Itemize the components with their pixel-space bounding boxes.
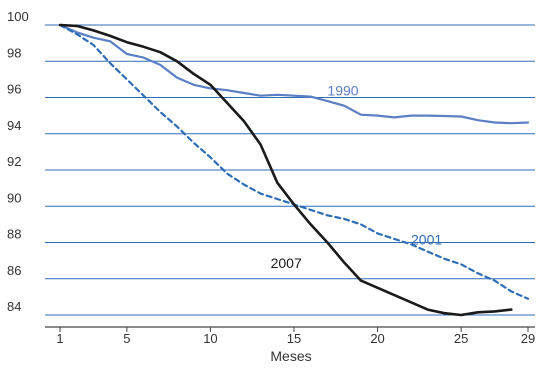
y-tick-labels: 84 86 88 90 92 94 96 98 100	[7, 9, 29, 314]
y-tick-label: 86	[7, 263, 21, 278]
y-tick-label: 94	[7, 118, 21, 133]
x-tick-label: 29	[521, 331, 535, 346]
x-tick-labels: 1 5 10 15 20 25 29	[56, 331, 535, 346]
series-label-2007: 2007	[271, 255, 302, 271]
series-lines	[58, 23, 530, 317]
y-tick-label: 100	[7, 9, 29, 24]
y-tick-label: 98	[7, 45, 21, 60]
series-label-1990: 1990	[327, 83, 358, 99]
series-line-1990	[58, 23, 530, 125]
gridlines	[45, 24, 535, 316]
series-labels: 1990 2001 2007	[271, 83, 443, 271]
x-tick-label: 1	[56, 331, 63, 346]
y-tick-label: 84	[7, 299, 21, 314]
y-tick-label: 90	[7, 190, 21, 205]
series-line-2007	[58, 23, 513, 317]
x-tick-label: 25	[454, 331, 468, 346]
y-tick-label: 92	[7, 154, 21, 169]
x-tick-label: 5	[123, 331, 130, 346]
x-axis-label: Meses	[270, 348, 311, 364]
x-tick-label: 10	[203, 331, 217, 346]
y-tick-label: 88	[7, 227, 21, 242]
series-label-2001: 2001	[411, 231, 442, 247]
y-tick-label: 96	[7, 82, 21, 97]
x-tick-label: 20	[370, 331, 384, 346]
axes	[45, 326, 535, 332]
x-tick-label: 15	[287, 331, 301, 346]
